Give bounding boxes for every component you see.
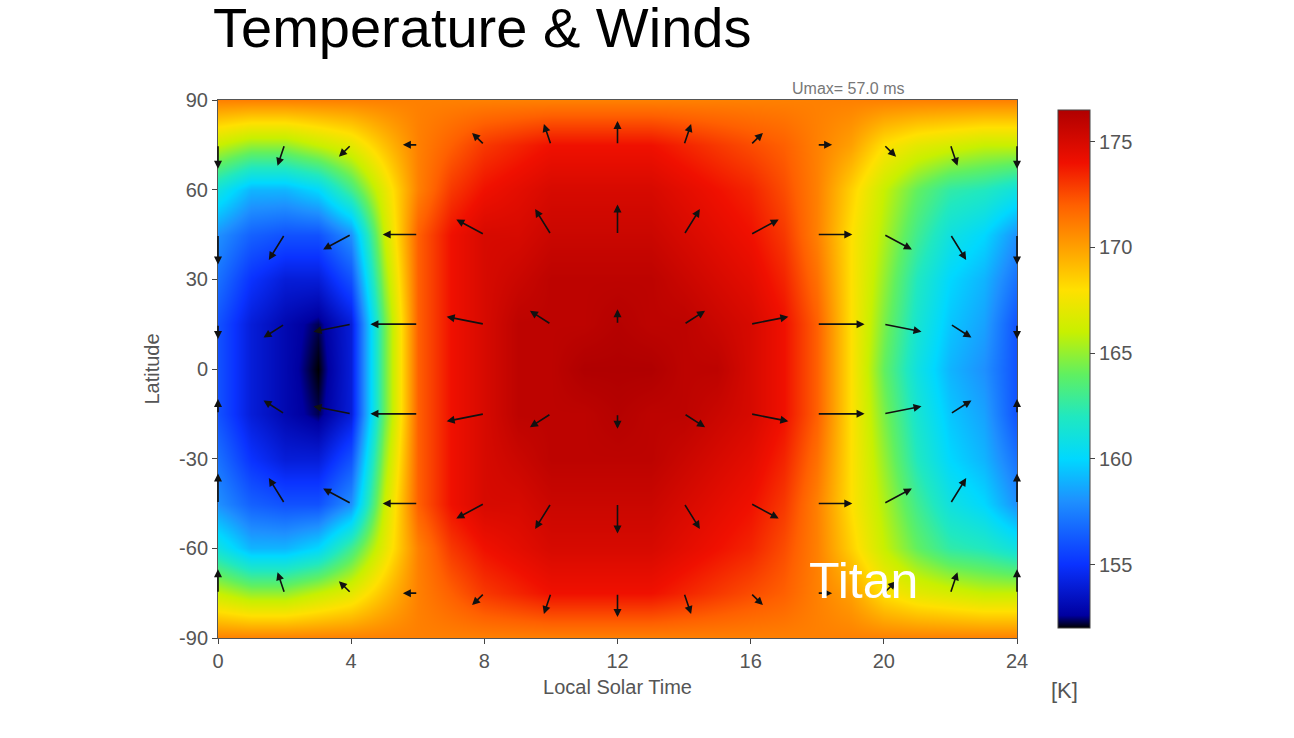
svg-text:Titan: Titan <box>809 553 918 609</box>
svg-text:60: 60 <box>186 179 208 201</box>
svg-text:Umax= 57.0 ms: Umax= 57.0 ms <box>792 80 904 97</box>
svg-text:30: 30 <box>186 268 208 290</box>
svg-text:[K]: [K] <box>1051 678 1078 703</box>
svg-text:24: 24 <box>1006 650 1028 672</box>
svg-text:-30: -30 <box>179 448 208 470</box>
svg-text:Local Solar Time: Local Solar Time <box>543 676 692 698</box>
svg-text:170: 170 <box>1099 236 1132 258</box>
svg-text:0: 0 <box>197 358 208 380</box>
svg-text:12: 12 <box>606 650 628 672</box>
svg-text:0: 0 <box>212 650 223 672</box>
svg-text:Temperature & Winds: Temperature & Winds <box>213 0 751 59</box>
svg-text:-60: -60 <box>179 537 208 559</box>
svg-text:-90: -90 <box>179 627 208 649</box>
svg-text:16: 16 <box>740 650 762 672</box>
svg-text:20: 20 <box>873 650 895 672</box>
svg-text:165: 165 <box>1099 342 1132 364</box>
svg-text:4: 4 <box>346 650 357 672</box>
svg-text:160: 160 <box>1099 448 1132 470</box>
svg-text:Latitude: Latitude <box>141 333 163 404</box>
svg-text:155: 155 <box>1099 554 1132 576</box>
svg-text:90: 90 <box>186 89 208 111</box>
svg-text:8: 8 <box>479 650 490 672</box>
svg-text:175: 175 <box>1099 131 1132 153</box>
